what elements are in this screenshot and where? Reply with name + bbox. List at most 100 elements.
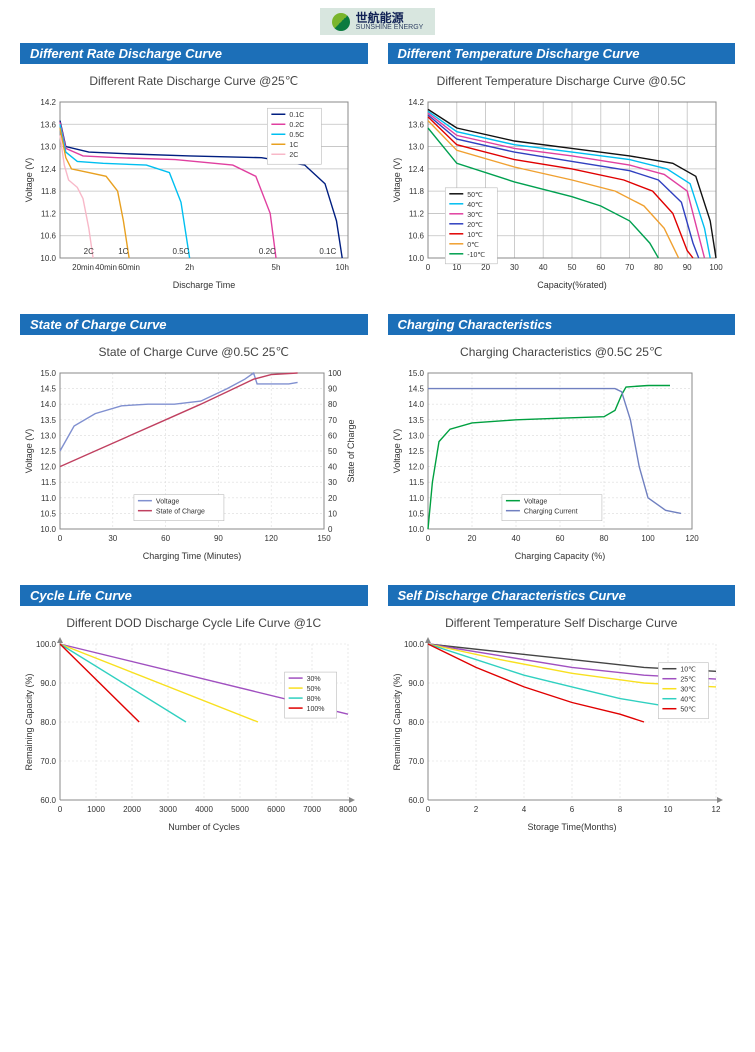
svg-text:1000: 1000 xyxy=(87,805,105,814)
svg-text:0: 0 xyxy=(328,525,333,534)
panel-cycle: Cycle Life Curve Different DOD Discharge… xyxy=(20,585,368,836)
panel-header: Cycle Life Curve xyxy=(20,585,368,606)
svg-text:80%: 80% xyxy=(307,696,321,703)
svg-text:7000: 7000 xyxy=(303,805,321,814)
svg-text:5h: 5h xyxy=(272,263,281,272)
svg-text:10.5: 10.5 xyxy=(408,509,424,518)
svg-text:Charging Capacity (%): Charging Capacity (%) xyxy=(514,551,605,561)
svg-text:10.0: 10.0 xyxy=(40,525,56,534)
svg-text:70.0: 70.0 xyxy=(40,757,56,766)
svg-text:10℃: 10℃ xyxy=(680,667,696,674)
svg-text:0: 0 xyxy=(425,805,430,814)
svg-text:90.0: 90.0 xyxy=(40,679,56,688)
svg-text:80: 80 xyxy=(653,263,662,272)
svg-text:14.5: 14.5 xyxy=(408,385,424,394)
svg-text:15.0: 15.0 xyxy=(40,369,56,378)
svg-text:0℃: 0℃ xyxy=(467,242,479,249)
svg-text:80: 80 xyxy=(328,400,337,409)
svg-text:0.2C: 0.2C xyxy=(289,122,304,129)
svg-text:13.0: 13.0 xyxy=(408,431,424,440)
svg-text:2h: 2h xyxy=(185,263,194,272)
svg-text:60min: 60min xyxy=(118,263,140,272)
charts-grid: Different Rate Discharge Curve Different… xyxy=(0,43,755,856)
svg-text:10.6: 10.6 xyxy=(40,232,56,241)
svg-text:Remaining Capacity (%): Remaining Capacity (%) xyxy=(24,673,34,770)
svg-text:State of Charge: State of Charge xyxy=(346,419,356,482)
svg-text:10: 10 xyxy=(328,509,337,518)
svg-text:11.0: 11.0 xyxy=(41,494,57,503)
svg-text:0.5C: 0.5C xyxy=(289,132,304,139)
svg-text:12.5: 12.5 xyxy=(408,447,424,456)
svg-text:60: 60 xyxy=(555,534,564,543)
svg-text:2C: 2C xyxy=(289,152,298,159)
svg-text:12.0: 12.0 xyxy=(408,463,424,472)
panel-title: Different Temperature Discharge Curve @0… xyxy=(388,74,736,88)
svg-text:4: 4 xyxy=(521,805,526,814)
panel-rate: Different Rate Discharge Curve Different… xyxy=(20,43,368,294)
svg-text:10: 10 xyxy=(663,805,672,814)
svg-text:0: 0 xyxy=(58,534,63,543)
svg-text:15.0: 15.0 xyxy=(408,369,424,378)
brand-name: 世航能源 xyxy=(356,12,424,24)
svg-text:50: 50 xyxy=(567,263,576,272)
panel-title: Different Temperature Self Discharge Cur… xyxy=(388,616,736,630)
svg-text:100.0: 100.0 xyxy=(403,640,424,649)
svg-text:30℃: 30℃ xyxy=(680,687,696,694)
svg-text:70: 70 xyxy=(625,263,634,272)
svg-text:100.0: 100.0 xyxy=(36,640,57,649)
svg-text:20: 20 xyxy=(328,494,337,503)
svg-text:11.2: 11.2 xyxy=(409,209,425,218)
svg-text:90.0: 90.0 xyxy=(408,679,424,688)
svg-text:20min: 20min xyxy=(72,263,94,272)
svg-text:Voltage: Voltage xyxy=(523,499,546,506)
svg-text:13.6: 13.6 xyxy=(40,120,56,129)
svg-text:13.5: 13.5 xyxy=(40,416,56,425)
svg-text:Voltage (V): Voltage (V) xyxy=(392,158,402,203)
svg-text:40℃: 40℃ xyxy=(680,697,696,704)
panel-title: Charging Characteristics @0.5C 25℃ xyxy=(388,345,736,359)
svg-text:80.0: 80.0 xyxy=(40,718,56,727)
svg-text:50: 50 xyxy=(328,447,337,456)
svg-text:12.4: 12.4 xyxy=(408,165,424,174)
svg-text:14.5: 14.5 xyxy=(40,385,56,394)
svg-text:40: 40 xyxy=(328,463,337,472)
panel-header: Different Temperature Discharge Curve xyxy=(388,43,736,64)
svg-text:Capacity(%rated): Capacity(%rated) xyxy=(537,280,607,290)
svg-text:60.0: 60.0 xyxy=(408,796,424,805)
brand-logo: 世航能源 SUNSHINE ENERGY xyxy=(320,8,436,35)
svg-text:13.0: 13.0 xyxy=(40,431,56,440)
panel-self: Self Discharge Characteristics Curve Dif… xyxy=(388,585,736,836)
svg-text:5000: 5000 xyxy=(231,805,249,814)
svg-text:Voltage (V): Voltage (V) xyxy=(24,429,34,474)
chart-rate: 10.010.611.211.812.413.013.614.220min40m… xyxy=(20,94,368,294)
svg-text:60: 60 xyxy=(328,431,337,440)
panel-header: Different Rate Discharge Curve xyxy=(20,43,368,64)
svg-text:40℃: 40℃ xyxy=(467,202,483,209)
svg-text:14.2: 14.2 xyxy=(408,98,424,107)
svg-text:6: 6 xyxy=(569,805,574,814)
svg-text:80.0: 80.0 xyxy=(408,718,424,727)
svg-text:0: 0 xyxy=(425,534,430,543)
svg-text:Voltage: Voltage xyxy=(156,499,179,506)
svg-text:30%: 30% xyxy=(307,676,321,683)
svg-text:0.2C: 0.2C xyxy=(259,247,276,256)
svg-text:100: 100 xyxy=(709,263,723,272)
svg-text:4000: 4000 xyxy=(195,805,213,814)
svg-text:30: 30 xyxy=(509,263,518,272)
svg-text:120: 120 xyxy=(685,534,699,543)
svg-text:0.1C: 0.1C xyxy=(289,112,304,119)
svg-text:10.5: 10.5 xyxy=(40,509,56,518)
svg-text:1C: 1C xyxy=(289,142,298,149)
svg-text:0.5C: 0.5C xyxy=(173,247,190,256)
svg-text:80: 80 xyxy=(599,534,608,543)
chart-charging: 10.010.511.011.512.012.513.013.514.014.5… xyxy=(388,365,736,565)
svg-text:40: 40 xyxy=(538,263,547,272)
panel-charging: Charging Characteristics Charging Charac… xyxy=(388,314,736,565)
svg-text:Remaining Capacity (%): Remaining Capacity (%) xyxy=(392,673,402,770)
chart-soc: 10.010.511.011.512.012.513.013.514.014.5… xyxy=(20,365,368,565)
chart-self: 60.070.080.090.0100.0024681012Storage Ti… xyxy=(388,636,736,836)
svg-text:0: 0 xyxy=(425,263,430,272)
chart-cycle: 60.070.080.090.0100.00100020003000400050… xyxy=(20,636,368,836)
svg-text:13.6: 13.6 xyxy=(408,120,424,129)
svg-text:0.1C: 0.1C xyxy=(319,247,336,256)
